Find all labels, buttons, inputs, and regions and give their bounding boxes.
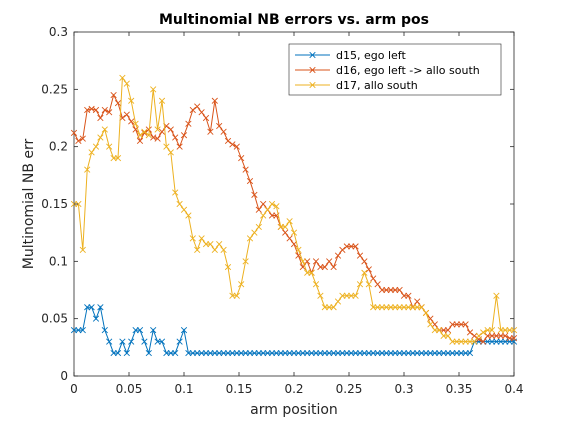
- y-tick-label: 0.1: [49, 254, 68, 268]
- x-tick-label: 0.35: [446, 382, 473, 396]
- x-tick-label: 0.15: [226, 382, 253, 396]
- legend-label: d17, allo south: [336, 79, 418, 92]
- x-tick-label: 0: [70, 382, 78, 396]
- y-tick-label: 0.25: [41, 82, 68, 96]
- x-tick-label: 0.2: [284, 382, 303, 396]
- x-tick-label: 0.4: [504, 382, 523, 396]
- x-tick-label: 0.3: [394, 382, 413, 396]
- y-tick-label: 0.3: [49, 25, 68, 39]
- legend: d15, ego left d16, ego left -> allo south…: [289, 44, 501, 95]
- y-tick-label: 0.2: [49, 140, 68, 154]
- x-axis-label: arm position: [250, 402, 338, 418]
- x-tick-label: 0.1: [174, 382, 193, 396]
- x-tick-label: 0.25: [336, 382, 363, 396]
- chart-title: Multinomial NB errors vs. arm pos: [159, 12, 429, 28]
- legend-label: d16, ego left -> allo south: [336, 64, 480, 77]
- y-tick-label: 0.05: [41, 312, 68, 326]
- y-tick-label: 0.15: [41, 197, 68, 211]
- y-tick-label: 0: [60, 369, 68, 383]
- legend-label: d15, ego left: [336, 49, 406, 62]
- x-tick-label: 0.05: [116, 382, 143, 396]
- y-axis-label: Multinomial NB err: [21, 139, 37, 270]
